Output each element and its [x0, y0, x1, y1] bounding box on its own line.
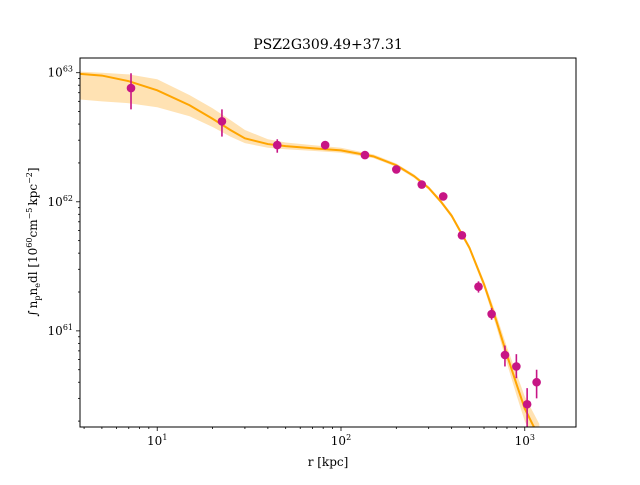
data-point	[272, 140, 282, 150]
data-point	[417, 180, 427, 189]
data-point	[320, 140, 330, 150]
y-axis-ticks: 1061 1062 1063	[48, 65, 80, 422]
plot-area	[80, 71, 541, 427]
x-tick-label: 101	[147, 433, 167, 448]
x-axis-ticks: 101 102 103	[83, 427, 535, 448]
data-point	[487, 309, 496, 319]
model-curve	[80, 72, 536, 427]
data-point	[438, 192, 448, 201]
chart-title: PSZ2G309.49+37.31	[253, 37, 403, 53]
data-point	[474, 282, 483, 291]
y-axis-label: ∫npnedl [1060cm−5kpc−2]	[25, 167, 42, 316]
data-point	[522, 399, 532, 409]
x-tick-label: 102	[331, 433, 351, 448]
data-point	[500, 350, 510, 360]
data-point	[217, 117, 227, 126]
data-point	[532, 377, 541, 387]
data-point	[360, 150, 370, 160]
data-point	[126, 83, 136, 93]
data-point	[512, 362, 521, 371]
x-tick-label: 103	[515, 433, 535, 448]
y-tick-label: 1063	[48, 65, 73, 80]
x-axis-label: r [kpc]	[308, 455, 349, 469]
data-point	[457, 231, 467, 240]
data-point	[392, 165, 401, 174]
y-tick-label: 1062	[48, 194, 73, 209]
y-tick-label: 1061	[48, 323, 73, 338]
model-uncertainty-band	[80, 71, 540, 427]
data-points	[126, 73, 541, 427]
plot-frame	[79, 57, 577, 428]
